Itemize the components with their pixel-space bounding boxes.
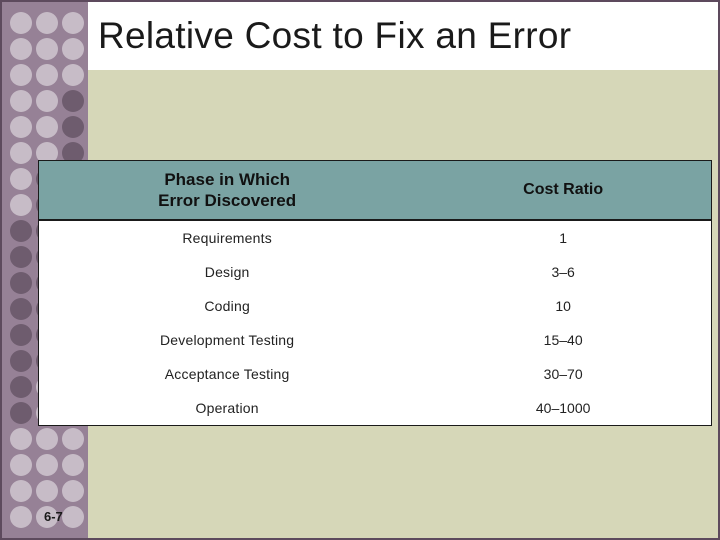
decorative-dot — [10, 64, 32, 86]
header-ratio: Cost Ratio — [415, 181, 711, 199]
cell-phase: Development Testing — [39, 332, 415, 348]
decorative-dot — [36, 64, 58, 86]
decorative-dot — [10, 428, 32, 450]
decorative-dot — [10, 12, 32, 34]
decorative-dot — [10, 38, 32, 60]
page-number: 6-7 — [44, 509, 63, 524]
cell-ratio: 10 — [415, 298, 711, 314]
decorative-dot — [10, 506, 32, 528]
cell-phase: Design — [39, 264, 415, 280]
table-row: Operation40–1000 — [39, 391, 711, 425]
header-phase-line1: Phase in Which — [164, 170, 290, 189]
decorative-dot — [36, 428, 58, 450]
decorative-dot — [10, 246, 32, 268]
table-row: Coding10 — [39, 289, 711, 323]
decorative-dot — [36, 38, 58, 60]
table-row: Requirements1 — [39, 221, 711, 255]
decorative-dot — [62, 12, 84, 34]
decorative-dot — [10, 194, 32, 216]
decorative-dot — [10, 324, 32, 346]
decorative-dot — [36, 116, 58, 138]
cell-ratio: 3–6 — [415, 264, 711, 280]
decorative-dot — [10, 272, 32, 294]
decorative-dot — [10, 142, 32, 164]
header-phase: Phase in Which Error Discovered — [39, 169, 415, 212]
decorative-dot — [36, 90, 58, 112]
decorative-dot — [10, 350, 32, 372]
cell-ratio: 40–1000 — [415, 400, 711, 416]
content-area: Phase in Which Error Discovered Cost Rat… — [88, 70, 718, 538]
slide-title: Relative Cost to Fix an Error — [98, 15, 571, 57]
table-body: Requirements1Design3–6Coding10Developmen… — [39, 221, 711, 425]
decorative-dot — [10, 116, 32, 138]
decorative-dot — [62, 90, 84, 112]
header-phase-line2: Error Discovered — [158, 191, 296, 210]
cell-phase: Requirements — [39, 230, 415, 246]
decorative-dot — [62, 506, 84, 528]
decorative-dot — [10, 90, 32, 112]
decorative-dot — [36, 454, 58, 476]
cell-ratio: 15–40 — [415, 332, 711, 348]
decorative-dot — [10, 220, 32, 242]
table-row: Design3–6 — [39, 255, 711, 289]
decorative-dot — [10, 298, 32, 320]
decorative-dot — [10, 168, 32, 190]
decorative-dot — [62, 428, 84, 450]
decorative-dot — [10, 454, 32, 476]
cell-phase: Acceptance Testing — [39, 366, 415, 382]
decorative-dot — [36, 12, 58, 34]
decorative-dot — [10, 402, 32, 424]
decorative-dot — [62, 116, 84, 138]
decorative-dot — [62, 64, 84, 86]
cell-ratio: 30–70 — [415, 366, 711, 382]
slide-frame: Relative Cost to Fix an Error Phase in W… — [0, 0, 720, 540]
decorative-dot — [62, 480, 84, 502]
decorative-dot — [10, 376, 32, 398]
decorative-dot — [36, 480, 58, 502]
cost-ratio-table: Phase in Which Error Discovered Cost Rat… — [38, 160, 712, 426]
table-header-row: Phase in Which Error Discovered Cost Rat… — [39, 161, 711, 221]
decorative-dot — [62, 454, 84, 476]
decorative-dot — [62, 38, 84, 60]
table-row: Development Testing15–40 — [39, 323, 711, 357]
cell-phase: Operation — [39, 400, 415, 416]
table-row: Acceptance Testing30–70 — [39, 357, 711, 391]
cell-ratio: 1 — [415, 230, 711, 246]
title-bar: Relative Cost to Fix an Error — [88, 2, 718, 70]
decorative-dot — [10, 480, 32, 502]
cell-phase: Coding — [39, 298, 415, 314]
